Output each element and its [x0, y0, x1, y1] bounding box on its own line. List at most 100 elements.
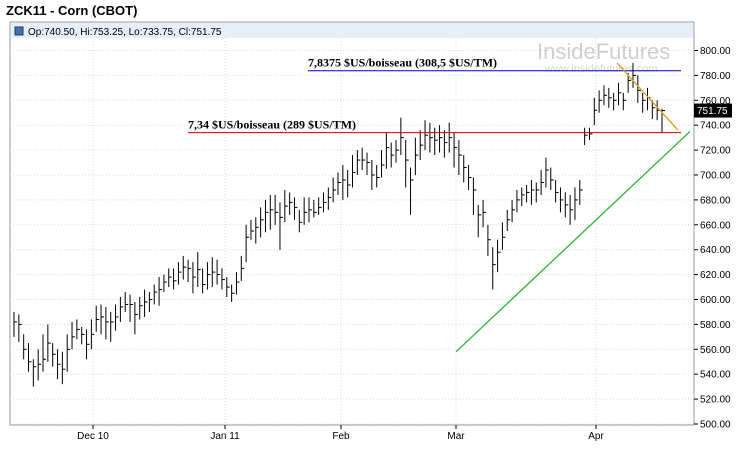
last-price-marker: 751.75: [694, 103, 732, 118]
ohlc-bar: [342, 165, 346, 200]
ohlc-bar: [410, 167, 414, 215]
ohlc-bar: [521, 187, 525, 207]
ohlc-bar: [206, 262, 211, 290]
ohlc-bar: [492, 247, 496, 290]
price-levels: 7,8375 $US/boisseau (308,5 $US/TM) 7,34 $…: [188, 56, 681, 134]
ohlc-bar: [497, 239, 501, 273]
ohlc-bar: [632, 62, 636, 88]
ohlc-bar: [235, 272, 240, 295]
y-tick-label: 520.00: [700, 395, 731, 406]
ohlc-bar: [414, 137, 419, 175]
y-tick-label: 640.00: [700, 245, 731, 256]
ohlc-bar: [400, 117, 404, 156]
y-tick-label: 500.00: [700, 420, 731, 431]
ohlc-bar: [593, 97, 598, 126]
ohlc-bar: [57, 349, 61, 380]
ohlc-bar: [76, 319, 80, 340]
ohlc-bar: [559, 187, 564, 213]
ohlc-bar: [347, 170, 351, 198]
ohlc-bar: [550, 167, 554, 190]
ohlc-bar: [289, 192, 293, 215]
chart-title: ZCK11 - Corn (CBOT): [6, 3, 138, 18]
ohlc-bar: [187, 259, 192, 283]
ohlc-bar: [395, 140, 400, 163]
y-tick-label: 800.00: [700, 46, 731, 57]
ohlc-bar: [535, 182, 540, 203]
ohlc-bar: [216, 259, 221, 285]
plot-area: [9, 21, 695, 426]
last-price-label: 751.75: [697, 106, 728, 117]
ohlc-bar: [463, 155, 467, 183]
ohlc-bar: [613, 92, 617, 111]
ohlc-bar: [221, 268, 225, 290]
ohlc-bar: [511, 199, 516, 223]
ohlc-bar: [405, 140, 409, 188]
ohlc-bar: [540, 170, 545, 195]
support-trendline: [455, 130, 691, 353]
ohlc-bar: [579, 179, 583, 205]
ohlc-bar: [424, 120, 429, 151]
ohlc-bar: [429, 122, 433, 153]
ohlc-bar: [637, 75, 641, 103]
ohlc-bar: [148, 292, 153, 312]
ohlc-bar: [337, 172, 341, 195]
ohlc-bar: [642, 92, 646, 113]
ohlc-bar: [453, 132, 458, 168]
y-tick-label: 740.00: [700, 121, 731, 132]
ohlc-bar: [52, 343, 56, 367]
ohlc-bar: [622, 92, 627, 111]
ohlc-bar: [144, 289, 148, 317]
ohlc-bar: [584, 127, 588, 146]
ohlc-bar: [260, 207, 264, 238]
ohlc-bar: [526, 184, 530, 203]
ohlc-bar: [448, 122, 453, 153]
ohlc-bar: [250, 219, 254, 240]
ohlc-bars: [13, 62, 665, 387]
y-tick-label: 620.00: [700, 270, 731, 281]
ohlc-bar: [18, 314, 22, 342]
ohlc-bar: [231, 284, 235, 302]
watermark-sub: www.insidefutures.com: [544, 63, 658, 75]
y-tick-label: 560.00: [700, 345, 731, 356]
ohlc-bar: [37, 349, 42, 381]
ohlc-bar: [95, 305, 100, 332]
x-tick-label: Dec 10: [77, 431, 109, 442]
ohlc-bar: [472, 177, 477, 215]
ohlc-bar: [598, 90, 603, 113]
ohlc-bar: [627, 72, 632, 93]
y-tick-label: 660.00: [700, 220, 731, 231]
ohlc-bar: [617, 82, 622, 106]
y-tick-label: 760.00: [700, 96, 731, 107]
ohlc-bar: [588, 127, 593, 141]
ohlc-bar: [23, 334, 27, 360]
ohlc-bar: [516, 189, 520, 213]
y-tick-label: 600.00: [700, 295, 731, 306]
price-level-label: 7,34 $US/boisseau (289 $US/TM): [188, 118, 356, 132]
y-tick-label: 720.00: [700, 146, 731, 157]
ohlc-bar: [569, 194, 574, 225]
ohlc-bar: [608, 87, 612, 108]
ohlc-bar: [530, 179, 535, 205]
ohlc-bar: [419, 130, 424, 161]
ohlc-bar: [13, 311, 17, 337]
ohlc-bar: [139, 297, 143, 320]
ohlc-bar: [177, 262, 182, 285]
ohlc-bar: [245, 224, 250, 263]
x-tick-label: Jan 11: [210, 431, 240, 442]
watermark-main: InsideFutures: [537, 39, 670, 64]
ohlc-bar: [163, 274, 167, 293]
ohlc-bar: [32, 359, 37, 387]
y-axis: 500.00 520.00 540.00 560.00 580.00 600.00 620.…: [694, 46, 731, 431]
ohlc-bar: [313, 199, 317, 218]
readout-marker-icon: [14, 26, 24, 36]
y-tick-label: 780.00: [700, 71, 731, 82]
ohlc-bar: [86, 329, 90, 360]
ohlc-bar: [385, 132, 390, 169]
ohlc-bar: [264, 199, 269, 233]
ohlc-bar: [168, 268, 172, 288]
ohlc-bar: [173, 268, 177, 290]
x-tick-label: Apr: [588, 431, 604, 442]
ohlc-bar: [66, 334, 71, 372]
ohlc-bar: [477, 204, 482, 238]
ohlc-bar: [274, 194, 279, 225]
